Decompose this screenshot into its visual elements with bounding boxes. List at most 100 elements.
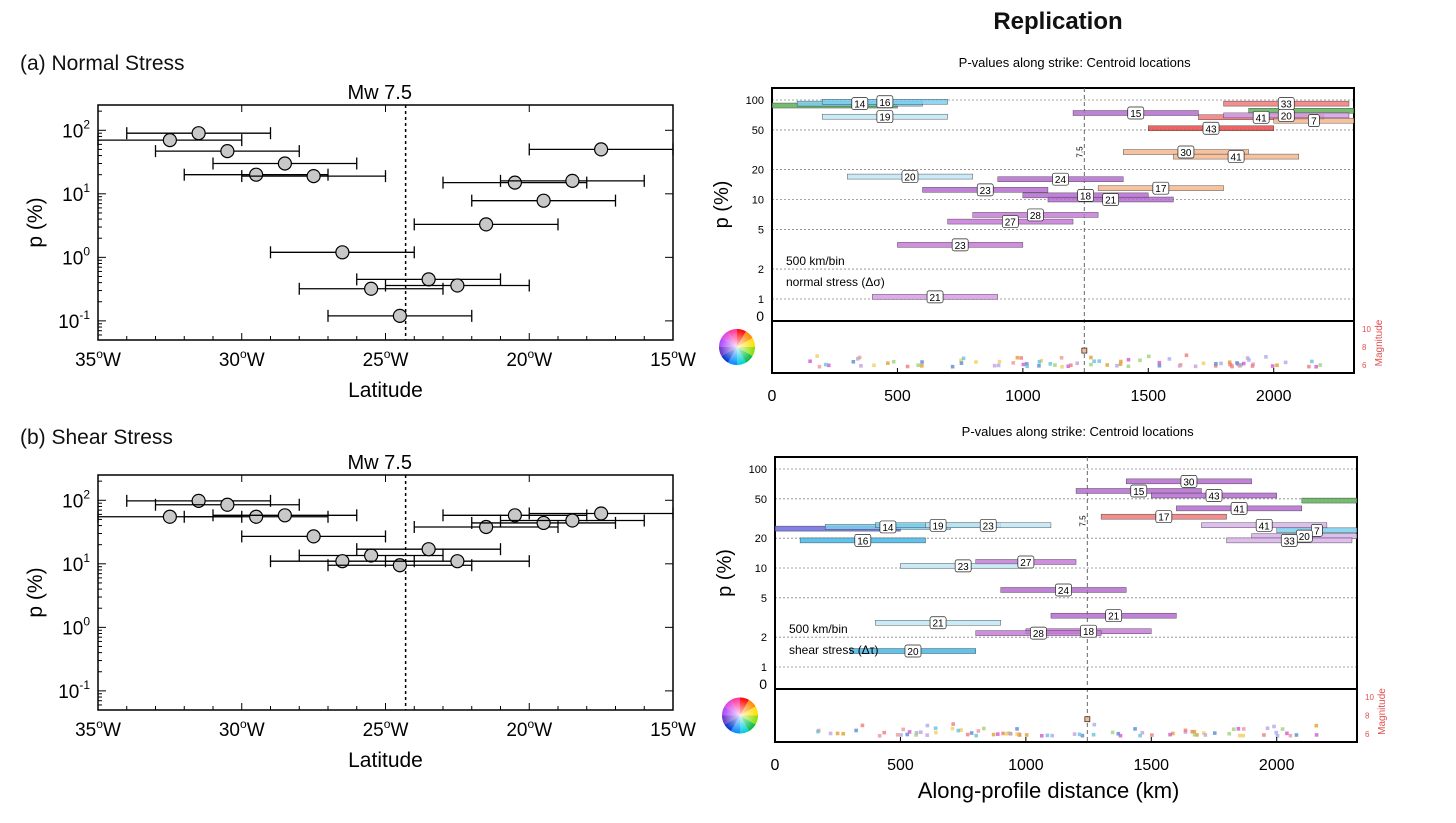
magnitude-marker [1235,361,1239,365]
data-point [479,519,494,535]
magnitude-marker [1241,361,1246,366]
magnitude-marker [1193,364,1198,369]
y-tick-label: 101 [62,181,90,206]
segment-label-box [976,183,994,197]
magnitude-marker [1250,364,1255,368]
y-tick-label: 20 [755,533,767,545]
magnitude-marker [1075,361,1079,366]
magnitude-marker [1140,730,1145,735]
magnitude-marker [907,730,912,734]
x-tick-label: 30oW [219,347,265,371]
y-tick-label: 5 [758,224,764,236]
segment-label-box [1155,510,1173,524]
magnitude-marker [1231,727,1236,732]
magnitude-marker [1133,727,1137,731]
data-point [507,508,522,523]
chart-title: P-values along strike: Centroid location… [962,424,1194,439]
data-point [249,509,264,524]
annotation-text: 500 km/bin [786,254,845,268]
magnitude-marker [1157,363,1162,368]
magnitude-marker [1190,729,1195,734]
magnitude-marker [1001,731,1005,736]
right-chart-right_normal: P-values along strike: Centroid location… [711,55,1385,405]
magnitude-marker [918,730,923,734]
segment-label: 23 [958,562,970,573]
magnitude-marker [1089,362,1093,367]
magnitude-marker [1239,362,1243,367]
magnitude-marker [1192,729,1197,734]
y-tick-label: 0 [756,308,764,324]
magnitude-marker [1119,359,1123,364]
magnitude-marker [1069,363,1073,367]
segment-label: 33 [1284,536,1296,547]
magnitude-marker [1157,360,1162,365]
data-point [479,217,494,232]
segment-label: 17 [1155,184,1167,195]
y-tick-label: 10-1 [58,678,90,703]
segment-label-box [851,97,869,110]
magnitude-marker [959,358,963,363]
magnitude-marker [1262,733,1266,737]
segment-label: 15 [1133,487,1145,498]
segment-label-box [1205,489,1223,502]
y-tick-label: 50 [755,494,767,506]
magnitude-marker [860,723,865,728]
data-point [594,142,609,157]
x-tick-label: 1000 [1008,757,1044,774]
y-axis-label: p (%) [714,549,736,597]
x-axis-label: Latitude [348,379,423,402]
y-tick-label: 1 [758,294,764,306]
magnitude-marker [1212,731,1217,735]
y-tick-label: 20 [752,165,764,177]
magnitude-marker [828,731,833,736]
segment-label: 18 [1080,191,1092,202]
magnitude-marker [1048,362,1053,366]
magnitude-marker [895,733,900,737]
data-point [536,515,551,531]
magnitude-marker [1195,733,1199,737]
data-point [306,529,321,544]
magnitude-marker [951,722,955,726]
segment-label: 24 [1055,175,1067,186]
data-point [191,493,206,508]
segment-label-box [1255,518,1273,532]
x-tick-label: 1500 [1130,388,1166,405]
segment-label-box [1130,484,1148,498]
segment-label: 41 [1231,153,1243,164]
magnitude-marker [1015,732,1019,736]
magnitude-marker [1272,724,1276,729]
magnitude-marker [1241,727,1246,731]
magnitude-marker [916,363,921,368]
magnitude-marker [991,732,996,737]
magnitude-marker [1178,363,1183,367]
x-axis-label: Latitude [348,749,423,772]
magnitude-marker [959,361,964,365]
magnitude-marker [905,364,910,369]
segment-label: 21 [1105,196,1117,207]
data-point [565,513,580,528]
annotation-text: shear stress (Δτ) [789,643,878,657]
data-point [450,278,465,293]
magnitude-marker [835,731,840,736]
right-chart-right_shear: P-values along strike: Centroid location… [714,424,1388,803]
x-tick-label: 30oW [219,717,265,741]
magnitude-marker [992,363,997,368]
magnitude-marker [933,726,938,730]
magnitude-marker [1150,733,1154,737]
y-tick-label: 10 [752,195,764,207]
x-axis-label: Along-profile distance (km) [918,778,1180,803]
segment-label-box [951,238,969,252]
magnitude-marker [1024,362,1029,366]
segment-label-box [876,95,894,109]
magnitude-marker [1097,359,1102,363]
magnitude-marker [1228,362,1232,367]
segment-label: 28 [1030,211,1042,222]
chart-title: P-values along strike: Centroid location… [959,55,1191,70]
segment-label-box [879,520,897,534]
magnitude-axis-label: Magnitude [1374,319,1385,366]
magnitude-marker [1039,733,1044,738]
magnitude-marker [1017,733,1022,737]
magnitude-marker [1072,732,1077,736]
segment-label: 17 [1158,513,1170,524]
segment-label: 27 [1020,558,1032,569]
